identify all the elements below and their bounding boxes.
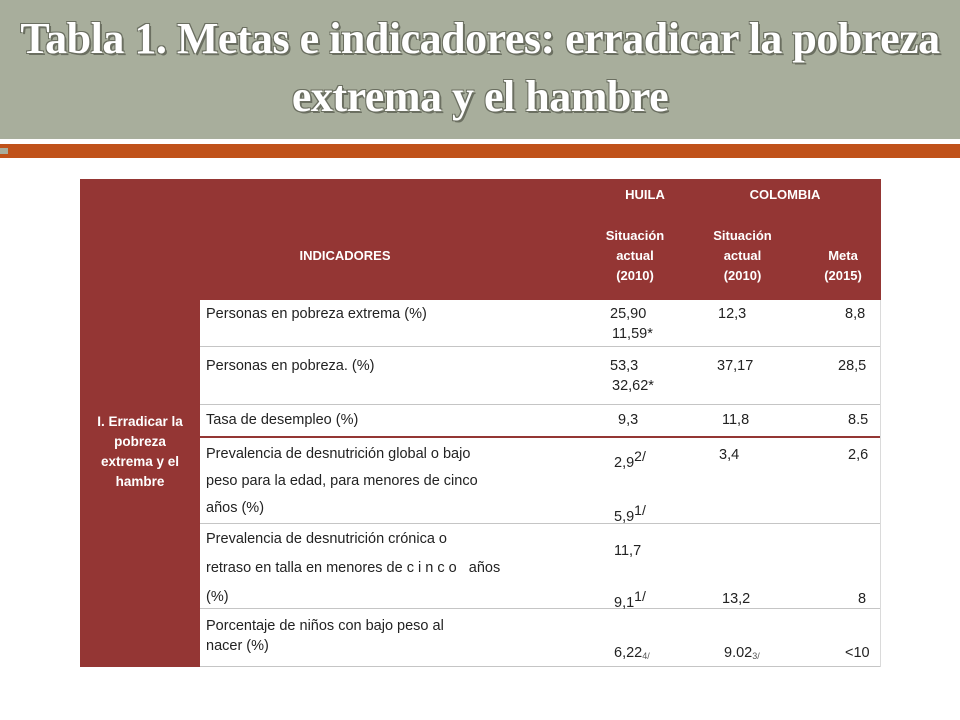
- header-colombia-line: Situación: [713, 228, 772, 243]
- indicator-label-line: Prevalencia de desnutrición crónica o: [206, 531, 447, 547]
- header-huila-situacion: Situación actual (2010): [580, 226, 690, 286]
- indicator-label-line: retraso en talla en menores de c i n c o…: [206, 560, 501, 576]
- table-row: Personas en pobreza extrema (%) 25,90 11…: [200, 300, 881, 347]
- header-indicadores: INDICADORES: [299, 248, 391, 263]
- goal-label-line: pobreza: [114, 434, 166, 449]
- colombia-meta-value: 8: [858, 591, 867, 607]
- indicator-label-line: Porcentaje de niños con bajo peso al: [206, 618, 444, 634]
- header-colombia-line: actual: [723, 248, 762, 263]
- slide-title: Tabla 1. Metas e indicadores: erradicar …: [0, 10, 960, 126]
- title-band: Tabla 1. Metas e indicadores: erradicar …: [0, 0, 960, 139]
- accent-rule: [0, 144, 960, 158]
- goal-label-line: hambre: [115, 474, 165, 489]
- accent-rule-cap: [0, 148, 8, 154]
- colombia-meta-value: 28,5: [838, 358, 867, 374]
- table-right-border: [880, 300, 881, 667]
- huila-value-text: 9,1: [614, 595, 635, 611]
- header-huila-line: Situación: [605, 228, 665, 243]
- indicator-label: Prevalencia de desnutrición global o baj…: [206, 441, 576, 522]
- goal-label: I. Erradicar la pobreza extrema y el ham…: [80, 412, 200, 492]
- table-row: Personas en pobreza. (%) 53,3 32,62* 37,…: [200, 347, 881, 405]
- header-huila-line: (2010): [616, 268, 654, 283]
- footnote-ref: 1/: [634, 502, 646, 518]
- indicator-label: Personas en pobreza. (%): [206, 358, 375, 374]
- colombia-meta-value: 8.5: [848, 412, 869, 428]
- header-colombia: COLOMBIA: [749, 187, 821, 202]
- huila-value-line: 11,59*: [612, 326, 653, 342]
- header-colombia-situacion: Situación actual (2010): [690, 226, 795, 286]
- indicator-label-line: (%): [206, 589, 229, 605]
- header-colombia-meta: Meta (2015): [805, 246, 881, 286]
- huila-value: 25,90 11,59*: [610, 304, 653, 344]
- colombia-actual-value: 13,2: [722, 591, 751, 607]
- indicators-table: HUILA COLOMBIA INDICADORES Situación act…: [80, 179, 881, 667]
- huila-value: 5,91/: [614, 500, 646, 527]
- table-header: [80, 179, 881, 300]
- huila-value: 11,7: [614, 543, 642, 559]
- header-huila-line: actual: [616, 248, 654, 263]
- header-meta-line: (2015): [824, 268, 862, 283]
- table-row: Prevalencia de desnutrición global o baj…: [200, 438, 881, 527]
- footnote-ref: 3/: [752, 651, 760, 661]
- header-meta-line: Meta: [828, 248, 858, 263]
- indicator-label-line: nacer (%): [206, 638, 269, 654]
- goal-column: [80, 300, 200, 667]
- colombia-actual-value: 9.023/: [724, 643, 760, 666]
- huila-value-text: 6,22: [614, 645, 643, 661]
- slide-title-line-1: Tabla 1. Metas e indicadores: erradicar …: [20, 14, 940, 63]
- footnote-ref: 4/: [642, 651, 650, 661]
- indicator-label: Tasa de desempleo (%): [206, 412, 359, 428]
- table-row: Porcentaje de niños con bajo peso al nac…: [200, 609, 881, 667]
- huila-value-line: 53,3: [610, 358, 639, 374]
- colombia-actual-text: 9.02: [724, 645, 753, 661]
- indicator-label: Porcentaje de niños con bajo peso al nac…: [206, 616, 576, 656]
- footnote-ref: 2/: [634, 448, 646, 464]
- indicator-label-line: Prevalencia de desnutrición global o baj…: [206, 446, 471, 462]
- colombia-actual-value: 37,17: [717, 358, 754, 374]
- indicator-label: Prevalencia de desnutrición crónica o re…: [206, 525, 576, 612]
- colombia-actual-value: 3,4: [719, 447, 740, 463]
- goal-label-line: extrema y el: [100, 454, 180, 469]
- huila-value-line: 25,90: [610, 306, 647, 322]
- huila-value: 6,224/: [614, 643, 650, 666]
- colombia-actual-value: 12,3: [718, 306, 747, 322]
- huila-value: 9,11/: [614, 586, 646, 613]
- goal-label-line: I. Erradicar la: [97, 414, 183, 429]
- header-colombia-line: (2010): [723, 268, 762, 283]
- indicator-label: Personas en pobreza extrema (%): [206, 306, 427, 322]
- colombia-meta-value: 2,6: [848, 447, 869, 463]
- huila-value-text: 2,9: [614, 455, 635, 471]
- colombia-meta-value: 8,8: [845, 306, 866, 322]
- table-row: Tasa de desempleo (%) 9,3 11,8 8.5: [200, 405, 881, 438]
- title-gap: [0, 139, 960, 144]
- huila-value-line: 32,62*: [612, 378, 654, 394]
- indicator-label-line: peso para la edad, para menores de cinco: [206, 473, 478, 489]
- header-huila: HUILA: [625, 187, 665, 202]
- footnote-ref: 1/: [634, 588, 646, 604]
- indicator-label-line: años (%): [206, 500, 265, 516]
- huila-value: 9,3: [618, 412, 639, 428]
- huila-value: 2,92/: [614, 446, 646, 473]
- table-row: Prevalencia de desnutrición crónica o re…: [200, 524, 881, 612]
- colombia-meta-value: <10: [845, 645, 870, 661]
- slide-title-line-2: extrema y el hambre: [291, 72, 669, 121]
- huila-value: 53,3 32,62*: [610, 356, 654, 396]
- huila-value-text: 5,9: [614, 509, 635, 525]
- colombia-actual-value: 11,8: [722, 412, 750, 428]
